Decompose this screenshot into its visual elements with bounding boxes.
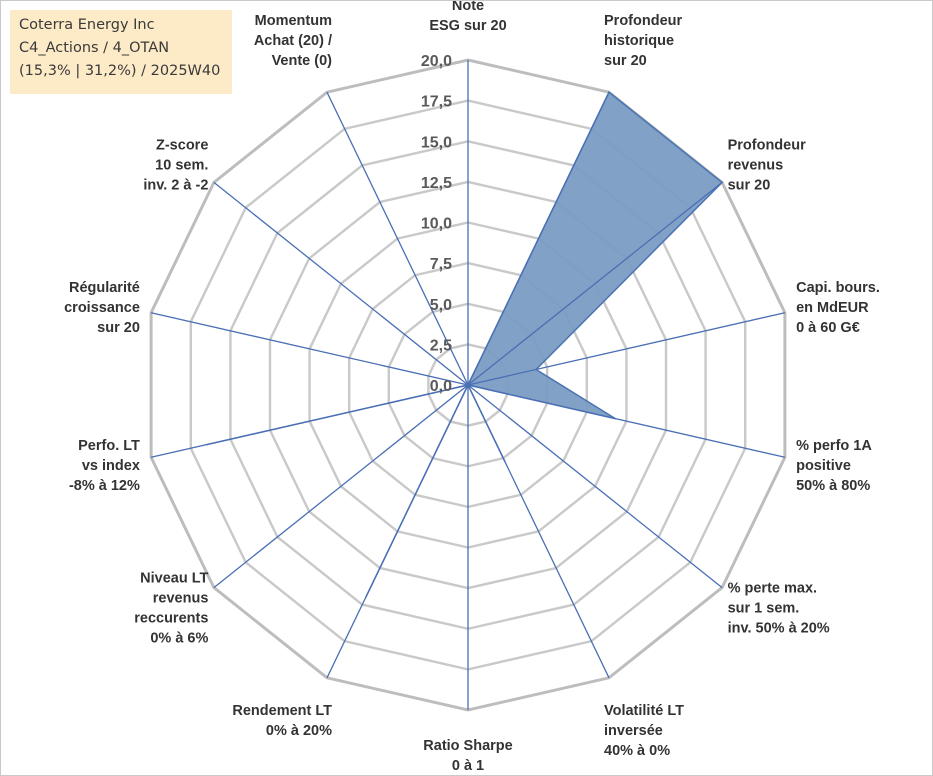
axis-label-13-line-0: Momentum bbox=[255, 13, 332, 29]
axis-label-6-line-1: inversée bbox=[604, 723, 663, 739]
axis-label-1: Profondeur historique sur 20 bbox=[604, 13, 682, 69]
axis-label-3-line-2: 0 à 60 G€ bbox=[796, 320, 860, 336]
axis-label-11-line-1: croissance bbox=[64, 300, 140, 316]
tick-label-2: 5,0 bbox=[430, 297, 452, 314]
tick-label-3: 7,5 bbox=[430, 256, 452, 273]
axis-label-4-line-0: % perfo 1A bbox=[796, 438, 872, 454]
axis-label-1-line-1: historique bbox=[604, 33, 674, 49]
company-name: Coterra Energy Inc bbox=[19, 17, 155, 33]
axis-label-2-line-2: sur 20 bbox=[728, 178, 771, 194]
tick-label-1: 2,5 bbox=[430, 337, 452, 354]
axis-label-2-line-1: revenus bbox=[728, 158, 784, 174]
axis-label-10-line-2: -8% à 12% bbox=[69, 478, 140, 494]
axis-label-13: Momentum Achat (20) / Vente (0) bbox=[254, 13, 332, 69]
axis-spoke-6 bbox=[467, 384, 610, 679]
axis-label-6-line-2: 40% à 0% bbox=[604, 743, 670, 759]
axis-label-8-line-1: 0% à 20% bbox=[266, 723, 332, 739]
axis-label-5-line-1: sur 1 sem. bbox=[728, 600, 800, 616]
axis-label-9: Niveau LT revenus reccurents 0% à 6% bbox=[134, 570, 208, 646]
axis-label-5-line-2: inv. 50% à 20% bbox=[728, 620, 830, 636]
axis-label-4: % perfo 1A positive 50% à 80% bbox=[796, 438, 872, 494]
axis-label-0-line-0: Note bbox=[452, 1, 484, 14]
axis-spoke-2 bbox=[467, 181, 723, 386]
axis-label-11: Régularité croissance sur 20 bbox=[64, 280, 140, 336]
axis-label-7-line-1: 0 à 1 bbox=[452, 758, 484, 774]
data-point-4 bbox=[614, 417, 617, 420]
axis-label-0: Note ESG sur 20 bbox=[429, 1, 506, 34]
axis-label-1-line-2: sur 20 bbox=[604, 53, 647, 69]
axis-spoke-4 bbox=[467, 384, 786, 458]
axis-label-8-line-0: Rendement LT bbox=[232, 703, 332, 719]
data-point-13 bbox=[467, 384, 469, 386]
performance-week: (15,3% | 31,2%) / 2025W40 bbox=[19, 63, 221, 79]
axis-label-10-line-1: vs index bbox=[82, 458, 140, 474]
info-box: Coterra Energy Inc C4_Actions / 4_OTAN (… bbox=[10, 10, 232, 94]
axis-label-9-line-0: Niveau LT bbox=[140, 570, 208, 586]
axis-label-3-line-1: en MdEUR bbox=[796, 300, 869, 316]
data-point-3 bbox=[535, 368, 537, 371]
tick-label-8: 20,0 bbox=[421, 53, 452, 70]
axis-label-12: Z-score 10 sem. inv. 2 à -2 bbox=[143, 138, 208, 194]
axis-spoke-10 bbox=[150, 384, 469, 458]
data-point-8 bbox=[365, 596, 367, 599]
axis-spoke-3 bbox=[467, 312, 786, 386]
data-point-10 bbox=[205, 443, 208, 446]
axis-label-3: Capi. bours. en MdEUR 0 à 60 G€ bbox=[796, 280, 880, 336]
axis-label-11-line-0: Régularité bbox=[69, 280, 140, 296]
axis-label-1-line-0: Profondeur bbox=[604, 13, 682, 29]
axis-label-12-line-1: 10 sem. bbox=[155, 158, 208, 174]
axis-spoke-8 bbox=[326, 384, 469, 679]
axis-label-13-line-1: Achat (20) / bbox=[254, 33, 332, 49]
axis-label-2: Profondeur revenus sur 20 bbox=[728, 138, 806, 194]
axis-label-6: Volatilité LT inversée 40% à 0% bbox=[604, 703, 684, 759]
axis-spoke-1 bbox=[467, 91, 610, 386]
data-point-2 bbox=[721, 181, 723, 184]
axis-label-5-line-0: % perte max. bbox=[728, 580, 817, 596]
axis-label-4-line-2: 50% à 80% bbox=[796, 478, 870, 494]
axis-label-13-line-2: Vente (0) bbox=[272, 53, 333, 69]
axis-label-7-line-0: Ratio Sharpe bbox=[423, 738, 512, 754]
data-point-1 bbox=[608, 91, 610, 93]
axis-label-11-line-2: sur 20 bbox=[97, 320, 140, 336]
axis-label-4-line-1: positive bbox=[796, 458, 851, 474]
axis-spoke-9 bbox=[213, 384, 469, 589]
axis-label-3-line-0: Capi. bours. bbox=[796, 280, 880, 296]
axis-spoke-13 bbox=[326, 91, 469, 386]
axis-label-12-line-2: inv. 2 à -2 bbox=[143, 178, 208, 194]
axis-label-6-line-0: Volatilité LT bbox=[604, 703, 684, 719]
axis-label-5: % perte max. sur 1 sem. inv. 50% à 20% bbox=[728, 580, 830, 636]
axis-label-12-line-0: Z-score bbox=[156, 138, 208, 154]
axis-spoke-5 bbox=[467, 384, 723, 589]
axis-spoke-12 bbox=[213, 181, 469, 386]
axis-label-10: Perfo. LT vs index -8% à 12% bbox=[69, 438, 140, 494]
axis-spoke-11 bbox=[150, 312, 469, 386]
axis-label-8: Rendement LT 0% à 20% bbox=[232, 703, 332, 739]
axis-label-7: Ratio Sharpe 0 à 1 bbox=[423, 738, 512, 774]
data-point-6 bbox=[503, 460, 506, 462]
tick-label-5: 12,5 bbox=[421, 175, 452, 192]
tick-label-6: 15,0 bbox=[421, 134, 452, 151]
axis-label-10-line-0: Perfo. LT bbox=[78, 438, 140, 454]
axis-label-9-line-2: reccurents bbox=[134, 610, 208, 626]
tick-label-0: 0,0 bbox=[430, 378, 452, 395]
tick-label-4: 10,0 bbox=[421, 216, 452, 233]
axis-label-2-line-0: Profondeur bbox=[728, 138, 806, 154]
axis-label-0-line-1: ESG sur 20 bbox=[429, 18, 506, 34]
axis-label-9-line-3: 0% à 6% bbox=[150, 630, 208, 646]
tick-label-7: 17,5 bbox=[421, 94, 452, 111]
portfolio-category: C4_Actions / 4_OTAN bbox=[19, 40, 170, 56]
axis-label-9-line-1: revenus bbox=[153, 590, 209, 606]
